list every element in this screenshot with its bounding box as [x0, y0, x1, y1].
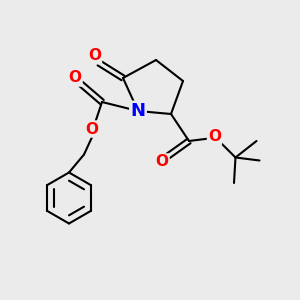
- Text: O: O: [88, 48, 101, 63]
- Text: N: N: [130, 102, 146, 120]
- Text: O: O: [85, 122, 98, 136]
- Text: O: O: [208, 129, 221, 144]
- Text: O: O: [155, 154, 169, 169]
- Text: O: O: [68, 70, 82, 86]
